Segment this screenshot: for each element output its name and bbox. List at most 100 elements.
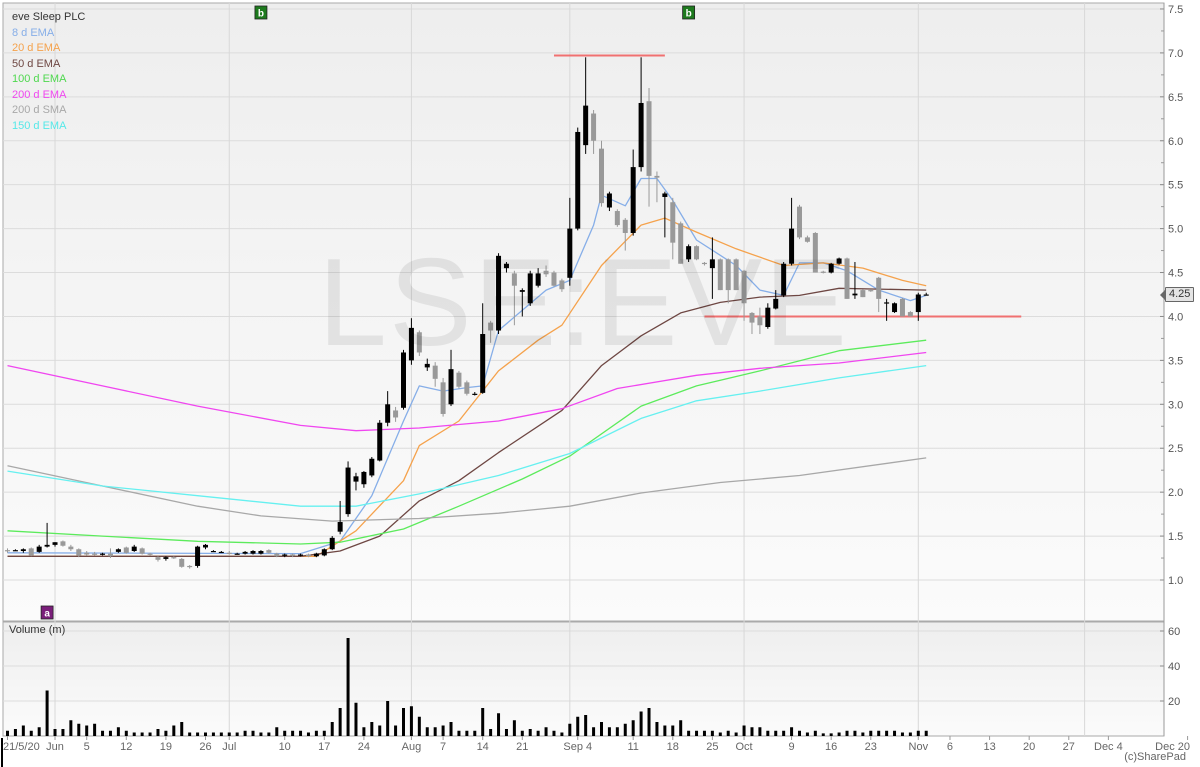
candle-body [868, 290, 874, 292]
volume-bar [227, 732, 231, 736]
date-tick-label: Sep 4 [563, 741, 592, 753]
candle-body [654, 175, 660, 178]
volume-tick-label: 40 [1168, 661, 1180, 673]
volume-bar [695, 730, 699, 736]
volume-bar [679, 720, 683, 736]
indicator-ema20 [7, 217, 927, 557]
volume-bar [584, 715, 588, 736]
volume-bar [742, 725, 746, 736]
candle-body [717, 259, 723, 291]
volume-bar [504, 729, 508, 736]
date-tick-label: 21/5/20 [3, 741, 40, 753]
candle-body [115, 549, 121, 552]
volume-bar [631, 720, 635, 736]
candle-body [884, 302, 890, 304]
date-tick-label: 7 [440, 741, 446, 753]
volume-bar [378, 725, 382, 736]
candle-body [876, 277, 882, 299]
legend-ema200[interactable]: 200 d EMA [12, 88, 67, 101]
candle-body [385, 404, 391, 423]
volume-bar [877, 730, 881, 736]
candle-body [757, 316, 763, 326]
volume-bar [61, 729, 65, 736]
volume-bar [520, 730, 524, 736]
candle-body [662, 193, 668, 197]
volume-bar [813, 730, 817, 736]
candle-body [599, 148, 604, 204]
candle-body [305, 554, 311, 557]
volume-bar [116, 727, 120, 736]
volume-bar [615, 727, 619, 736]
volume-bar [916, 730, 920, 736]
candle-body [345, 467, 351, 515]
legend-company: eve Sleep PLC [12, 11, 86, 23]
candle-body [622, 219, 628, 233]
volume-bar [394, 725, 398, 736]
volume-bar [124, 730, 128, 736]
candle-body [36, 546, 42, 552]
date-tick-label: 16 [825, 741, 837, 753]
candle-body [179, 558, 185, 567]
candle-body [195, 546, 201, 566]
legend-ema8[interactable]: 8 d EMA [12, 26, 55, 39]
price-tick-label: 4.5 [1168, 268, 1183, 280]
volume-bar [900, 732, 904, 736]
volume-tick-label: 20 [1168, 696, 1180, 708]
candle-body [464, 382, 470, 394]
event-marker-b [254, 5, 268, 20]
volume-bar [489, 729, 493, 736]
legend-ema150[interactable]: 150 d EMA [12, 119, 67, 132]
candle-body [155, 557, 161, 560]
indicator-ema150 [7, 364, 927, 507]
legend-sma200[interactable]: 200 d SMA [12, 104, 67, 116]
candle-body [107, 553, 113, 557]
volume-bar [734, 732, 738, 736]
legend-ema50[interactable]: 50 d EMA [12, 57, 61, 70]
volume-bar [663, 725, 667, 736]
date-tick-label: 26 [199, 741, 211, 753]
volume-bar [671, 725, 675, 736]
candle-body [250, 551, 256, 554]
volume-bar [354, 702, 358, 736]
candle-body [20, 549, 26, 552]
legend-ema20[interactable]: 20 d EMA [12, 42, 61, 54]
price-tick-label: 7.0 [1168, 48, 1183, 60]
legend-ema100[interactable]: 100 d EMA [12, 73, 67, 85]
volume-bar [409, 706, 413, 736]
event-marker-label: b [686, 9, 692, 20]
candle-body [139, 548, 145, 554]
date-tick-label: 19 [160, 741, 172, 753]
volume-bar [710, 730, 714, 736]
candle-body [781, 263, 787, 296]
candle-body [313, 553, 319, 557]
price-tick-label: 1.5 [1168, 531, 1183, 543]
volume-bar [140, 732, 144, 736]
candle-body [725, 259, 731, 291]
candle-body [797, 206, 802, 238]
candle-body [511, 273, 517, 286]
candle-body [709, 259, 715, 269]
volume-bar [425, 727, 429, 736]
volume-bar [417, 716, 421, 736]
candle-body [686, 246, 692, 260]
price-tick-label: 4.0 [1168, 311, 1183, 323]
event-marker-label: a [44, 609, 50, 620]
candle-body [638, 102, 644, 168]
volume-bar [512, 720, 516, 736]
candle-body [416, 332, 422, 353]
volume-bar [473, 730, 477, 736]
date-tick-label: 18 [667, 741, 679, 753]
candle-body [773, 298, 779, 309]
candle-body [488, 322, 494, 331]
event-marker-a [40, 605, 54, 620]
candle-body [670, 202, 676, 243]
volume-bar [924, 730, 928, 736]
volume-bar [180, 722, 184, 736]
axes: 1.0 1.5 2.0 2.5 3.0 3.5 4.0 4.5 5.0 5.5 6.0 6.5 7.0 7… [3, 3, 1190, 753]
candle-body [203, 544, 208, 548]
volume-bar [798, 730, 801, 736]
volume-bar [370, 722, 374, 736]
candle-body [274, 553, 280, 557]
volume-bar [647, 708, 651, 736]
